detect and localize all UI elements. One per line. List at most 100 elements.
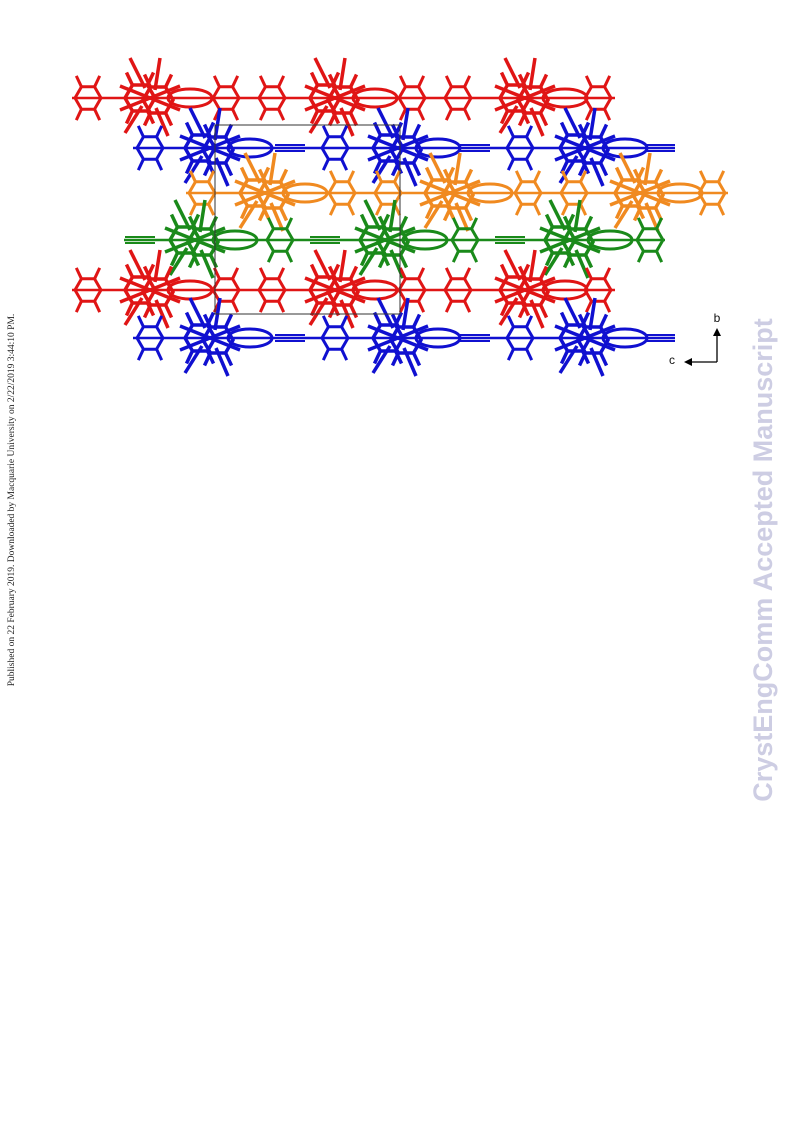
substituent [155, 125, 164, 138]
substituent [533, 170, 542, 183]
bond [548, 199, 567, 231]
bond [613, 200, 634, 229]
substituent [184, 160, 195, 175]
substituent [463, 108, 472, 121]
bond [123, 105, 144, 134]
substituent [163, 265, 174, 280]
ring [586, 229, 634, 251]
substituent [577, 313, 588, 328]
substituent [577, 123, 588, 138]
substituent [136, 348, 145, 361]
crystal-packing [72, 57, 728, 377]
bond [183, 155, 204, 184]
substituent [155, 348, 164, 361]
substituent [348, 112, 359, 127]
substituent [417, 267, 426, 280]
ring [226, 137, 274, 159]
substituent [93, 108, 102, 121]
substituent [328, 203, 337, 216]
substituent [603, 75, 612, 88]
substituent [506, 125, 515, 138]
bond [214, 347, 230, 377]
bond [503, 249, 522, 281]
substituent [655, 217, 664, 230]
substituent [309, 71, 320, 86]
ring [211, 229, 259, 251]
substituent [424, 205, 435, 220]
substituent [372, 121, 383, 136]
bond [371, 155, 392, 184]
bond [494, 84, 556, 112]
substituent [169, 252, 180, 267]
substituent [598, 313, 609, 328]
ring [541, 87, 589, 109]
substituent [598, 123, 609, 138]
substituent [202, 162, 213, 177]
bond [388, 199, 397, 233]
bond [153, 249, 162, 283]
substituent [74, 267, 83, 280]
substituent [698, 203, 707, 216]
bond [528, 57, 537, 91]
substituent [327, 112, 338, 127]
substituent [278, 207, 289, 222]
substituent [514, 170, 523, 183]
substituent [717, 170, 726, 183]
substituent [560, 203, 569, 216]
bond [119, 276, 181, 304]
substituent [340, 125, 349, 138]
substituent [321, 348, 330, 361]
substituent [584, 300, 593, 313]
bond [154, 107, 170, 137]
substituent [321, 125, 330, 138]
substituent [417, 75, 426, 88]
bond [453, 152, 462, 186]
substituent [309, 110, 320, 125]
substituent [340, 348, 349, 361]
substituent [277, 300, 286, 313]
substituent [562, 254, 573, 269]
substituent [636, 217, 645, 230]
substituent [698, 170, 707, 183]
substituent [231, 108, 240, 121]
substituent [184, 121, 195, 136]
bond [498, 297, 519, 326]
substituent [377, 254, 388, 269]
substituent [348, 304, 359, 319]
substituent [559, 350, 570, 365]
bond [498, 105, 519, 134]
bond [494, 276, 556, 304]
substituent [223, 162, 234, 177]
substituent [258, 267, 267, 280]
bond [554, 324, 616, 352]
substituent [258, 75, 267, 88]
bond [376, 107, 395, 139]
substituent [562, 215, 573, 230]
substituent [163, 304, 174, 319]
ring [656, 182, 704, 204]
substituent [559, 311, 570, 326]
substituent [614, 205, 625, 220]
bond [269, 202, 285, 232]
bond [338, 249, 347, 283]
substituent [258, 300, 267, 313]
substituent [538, 265, 549, 280]
substituent [398, 215, 409, 230]
bond [313, 249, 332, 281]
substituent [136, 158, 145, 171]
side-note: Published on 22 February 2019. Downloade… [7, 314, 17, 687]
substituent [142, 304, 153, 319]
bond [401, 297, 410, 331]
substituent [124, 110, 135, 125]
substituent [124, 302, 135, 317]
substituent [538, 112, 549, 127]
ring [466, 182, 514, 204]
bond [643, 152, 652, 186]
bond [543, 247, 564, 276]
substituent [202, 352, 213, 367]
substituent [93, 300, 102, 313]
bond [588, 107, 597, 141]
bond [371, 345, 392, 374]
bond [428, 152, 447, 184]
